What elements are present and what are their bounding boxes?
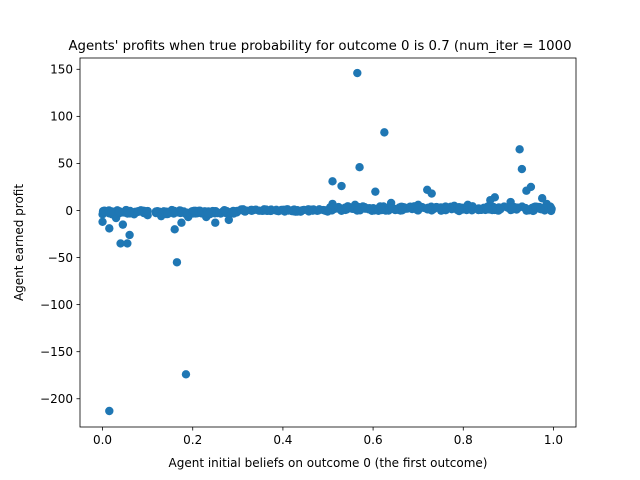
data-point-cluster: [189, 206, 198, 216]
data-point-cluster: [308, 206, 317, 215]
data-point: [181, 370, 191, 379]
data-point-cluster: [272, 205, 281, 214]
data-point-cluster: [496, 205, 505, 214]
data-point: [105, 406, 114, 416]
data-point: [172, 258, 182, 267]
y-tick-label: −100: [40, 298, 73, 312]
data-point: [522, 186, 531, 195]
data-point: [98, 217, 107, 226]
x-axis-label: Agent initial beliefs on outcome 0 (the …: [169, 456, 488, 470]
y-tick-label: −50: [48, 251, 73, 265]
data-point: [123, 239, 132, 248]
data-point: [177, 218, 186, 227]
data-point-cluster: [163, 209, 172, 219]
y-tick-label: 150: [50, 63, 73, 77]
data-point-cluster: [406, 202, 415, 211]
data-point-cluster: [442, 204, 452, 213]
data-point-cluster: [220, 205, 229, 215]
y-axis-label: Agent earned profit: [12, 184, 26, 301]
data-point-cluster: [474, 205, 483, 215]
data-point: [116, 239, 125, 248]
data-point-cluster: [204, 209, 214, 219]
data-point: [517, 164, 527, 174]
data-point-cluster: [521, 204, 530, 213]
data-point: [427, 189, 436, 198]
data-point: [355, 162, 364, 172]
data-point: [125, 230, 134, 240]
data-point: [371, 187, 380, 196]
y-tick-label: −150: [40, 345, 73, 359]
x-axis: 0.0 0.2 0.4 0.6 0.8 1.0: [93, 427, 563, 447]
data-point-cluster: [261, 205, 271, 214]
data-point-cluster: [423, 205, 432, 214]
data-point: [353, 68, 362, 78]
data-point-cluster: [240, 207, 250, 216]
data-point-cluster: [251, 205, 261, 214]
chart-title: Agents' profits when true probability fo…: [68, 39, 571, 54]
data-point-cluster: [366, 204, 375, 213]
data-point-cluster: [508, 204, 517, 213]
data-point-cluster: [455, 203, 464, 213]
data-point: [486, 195, 495, 205]
data-point: [224, 215, 233, 225]
data-point-cluster: [125, 209, 135, 218]
y-axis: −200 −150 −100 −50 0 50 100 150: [40, 63, 80, 406]
data-point: [337, 181, 346, 191]
data-point: [118, 220, 128, 229]
y-tick-label: −200: [40, 392, 73, 406]
points-layer: [98, 68, 556, 416]
data-point: [211, 218, 220, 227]
data-point-cluster: [278, 206, 288, 215]
data-point-cluster: [323, 207, 332, 216]
x-tick-label: 0.4: [273, 433, 292, 447]
data-point-cluster: [115, 207, 124, 216]
y-tick-label: 100: [50, 110, 73, 124]
data-point-cluster: [143, 206, 152, 216]
data-point: [515, 145, 524, 154]
data-point-cluster: [388, 204, 397, 214]
data-point-cluster: [229, 209, 238, 218]
x-tick-label: 0.2: [183, 433, 202, 447]
data-point-cluster: [375, 202, 385, 211]
data-point-cluster: [169, 209, 178, 218]
data-point-cluster: [340, 203, 350, 212]
data-point: [105, 224, 114, 233]
data-point-cluster: [352, 206, 362, 215]
data-point-cluster: [536, 204, 545, 214]
x-tick-label: 0.8: [454, 433, 473, 447]
data-point-cluster: [397, 206, 407, 215]
x-tick-label: 1.0: [544, 433, 563, 447]
y-tick-label: 50: [58, 157, 73, 171]
data-point: [328, 177, 337, 186]
data-point: [170, 225, 179, 234]
x-tick-label: 0.6: [364, 433, 383, 447]
data-point-cluster: [414, 204, 424, 213]
x-tick-label: 0.0: [93, 433, 112, 447]
plot-frame: [79, 57, 577, 428]
data-point-cluster: [484, 205, 493, 214]
data-point-cluster: [299, 205, 309, 215]
y-tick-label: 0: [65, 204, 73, 218]
data-point: [537, 194, 547, 203]
data-point: [380, 128, 389, 137]
data-point-cluster: [107, 207, 116, 216]
